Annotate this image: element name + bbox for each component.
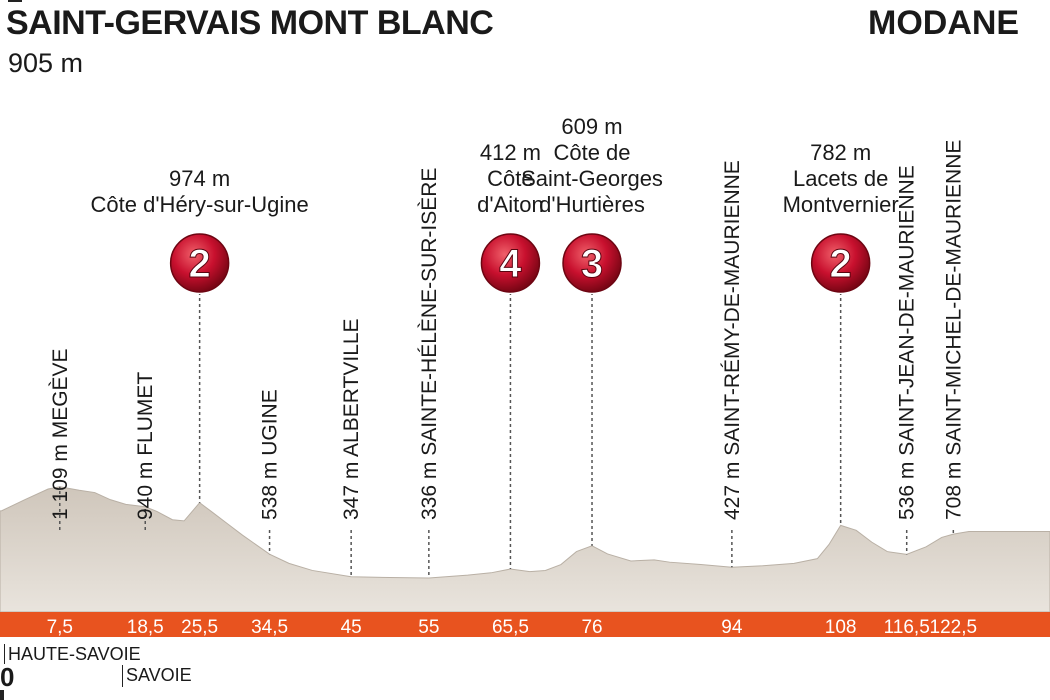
- climb-altitude: 412 m: [479, 140, 541, 165]
- climb-altitude: 782 m: [810, 140, 872, 165]
- distance-tick-label: 7,5: [47, 617, 73, 638]
- start-altitude: 905 m: [8, 48, 84, 78]
- climb-label: 412 m Côte d'Aiton: [477, 140, 544, 218]
- climb-category-badge-icon: [810, 233, 871, 293]
- distance-tick-label: 76: [581, 617, 602, 638]
- distance-tick-label: 94: [721, 617, 743, 638]
- region-divider: [4, 644, 5, 664]
- climb-name-line: Côte d'Héry-sur-Ugine: [90, 192, 309, 217]
- climb-category-number: 2: [830, 242, 852, 286]
- climb-name-line: Saint-Georges: [521, 166, 663, 191]
- distance-tick-label: 116,5: [884, 617, 930, 638]
- region-label-savoie: SAVOIE: [126, 665, 192, 685]
- town-label: 940 m FLUMET: [134, 372, 157, 520]
- distance-bar: [0, 612, 1050, 637]
- distance-tick-label: 25,5: [181, 617, 218, 638]
- climb-category-badge-icon: [169, 233, 230, 293]
- distance-tick-label: 34,5: [251, 617, 288, 638]
- start-km-tick: [0, 690, 4, 700]
- region-divider: [122, 665, 123, 687]
- town-label: 347 m ALBERTVILLE: [340, 318, 363, 520]
- start-km-label: 0: [0, 662, 15, 692]
- climb-name-line: d'Aiton: [477, 192, 544, 217]
- town-label: 427 m SAINT-RÉMY-DE-MAURIENNE: [721, 160, 744, 520]
- finish-town-title: MODANE: [868, 4, 1020, 42]
- climb-category-badge-icon: [480, 233, 541, 293]
- climb-label: 782 m Lacets de Montvernier: [783, 140, 899, 218]
- climb-name-line: Côte: [487, 166, 534, 191]
- town-label: 1 109 m MEGÈVE: [49, 348, 72, 520]
- distance-tick-label: 55: [418, 617, 439, 638]
- climb-name-line: d'Hurtières: [539, 192, 645, 217]
- town-label: 708 m SAINT-MICHEL-DE-MAURIENNE: [942, 140, 965, 520]
- elevation-profile-area: [0, 486, 1050, 613]
- climb-category-number: 4: [499, 242, 522, 286]
- climb-label: 609 m Côte de Saint-Georges d'Hurtières: [521, 114, 663, 218]
- climb-name-line: Montvernier: [782, 192, 899, 217]
- start-town-title: SAINT-GERVAIS MONT BLANC: [6, 4, 494, 42]
- distance-tick-label: 122,5: [930, 617, 978, 638]
- town-label: 538 m UGINE: [259, 389, 282, 520]
- climb-category-number: 2: [189, 242, 211, 286]
- distance-tick-label: 108: [825, 617, 857, 638]
- climb-altitude: 974 m: [169, 166, 231, 191]
- climb-name-line: Lacets de: [792, 166, 889, 191]
- region-label-haute-savoie: HAUTE-SAVOIE: [8, 644, 141, 664]
- distance-tick-label: 65,5: [492, 617, 529, 638]
- town-label: 536 m SAINT-JEAN-DE-MAURIENNE: [896, 165, 919, 520]
- climb-category-number: 3: [581, 242, 603, 286]
- corner-mark: [8, 0, 22, 2]
- distance-tick-label: 18,5: [127, 617, 164, 638]
- climb-category-badge-icon: [562, 233, 622, 293]
- town-label: 336 m SAINTE-HÉLÈNE-SUR-ISÈRE: [418, 168, 441, 520]
- distance-tick-label: 45: [341, 617, 362, 638]
- climb-label: 974 m Côte d'Héry-sur-Ugine: [91, 166, 309, 218]
- climb-altitude: 609 m: [561, 114, 623, 139]
- climb-name-line: Côte de: [553, 140, 631, 165]
